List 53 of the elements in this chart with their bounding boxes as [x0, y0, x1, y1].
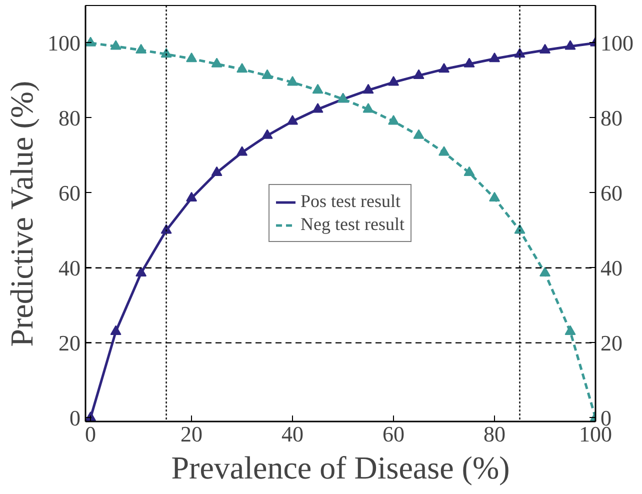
- point: [186, 192, 198, 202]
- y2-tick-label: 60: [600, 180, 622, 206]
- y-tick-label: 0: [70, 405, 80, 430]
- x-tick-label: 0: [85, 422, 96, 446]
- point: [236, 62, 248, 73]
- x-tick-label: 20: [180, 422, 203, 446]
- point: [287, 115, 298, 125]
- point: [413, 129, 424, 139]
- legend-label: Neg test result: [300, 214, 404, 235]
- point: [136, 44, 147, 54]
- point: [489, 192, 500, 202]
- point: [211, 58, 222, 68]
- point: [564, 325, 576, 335]
- y-tick-label: 80: [58, 105, 80, 130]
- y2-tick-label: 100: [600, 30, 634, 56]
- y-tick-label: 100: [48, 30, 80, 56]
- point: [489, 52, 500, 62]
- point: [312, 84, 324, 94]
- y-tick-label: 40: [58, 255, 80, 280]
- point: [287, 76, 298, 86]
- point: [186, 52, 198, 62]
- point: [413, 69, 424, 79]
- point: [136, 266, 147, 276]
- y-tick-label: 20: [58, 330, 80, 356]
- point: [312, 103, 324, 113]
- legend-label: Pos test result: [300, 191, 401, 212]
- point: [540, 44, 551, 54]
- point: [262, 129, 273, 139]
- y2-tick-label: 20: [600, 330, 622, 356]
- y-axis-title: Predictive Value (%): [4, 80, 40, 347]
- point: [464, 166, 475, 176]
- y2-tick-label: 40: [600, 255, 622, 280]
- point: [236, 146, 248, 156]
- point: [438, 62, 450, 73]
- point: [262, 69, 273, 79]
- point: [388, 115, 400, 125]
- y-tick-label: 60: [58, 180, 80, 206]
- point: [388, 76, 400, 86]
- point: [110, 40, 122, 50]
- point: [540, 266, 551, 276]
- x-tick-label: 40: [282, 422, 304, 446]
- x-tick-label: 80: [484, 422, 506, 446]
- x-axis-title: Prevalence of Disease (%): [171, 450, 510, 486]
- point: [362, 84, 374, 94]
- point: [362, 103, 374, 113]
- point: [564, 40, 576, 50]
- point: [464, 58, 475, 68]
- y2-tick-label: 80: [600, 105, 622, 130]
- point: [211, 166, 222, 176]
- point: [438, 146, 450, 156]
- point: [110, 325, 122, 335]
- x-tick-label: 60: [382, 422, 405, 446]
- point: [86, 36, 96, 46]
